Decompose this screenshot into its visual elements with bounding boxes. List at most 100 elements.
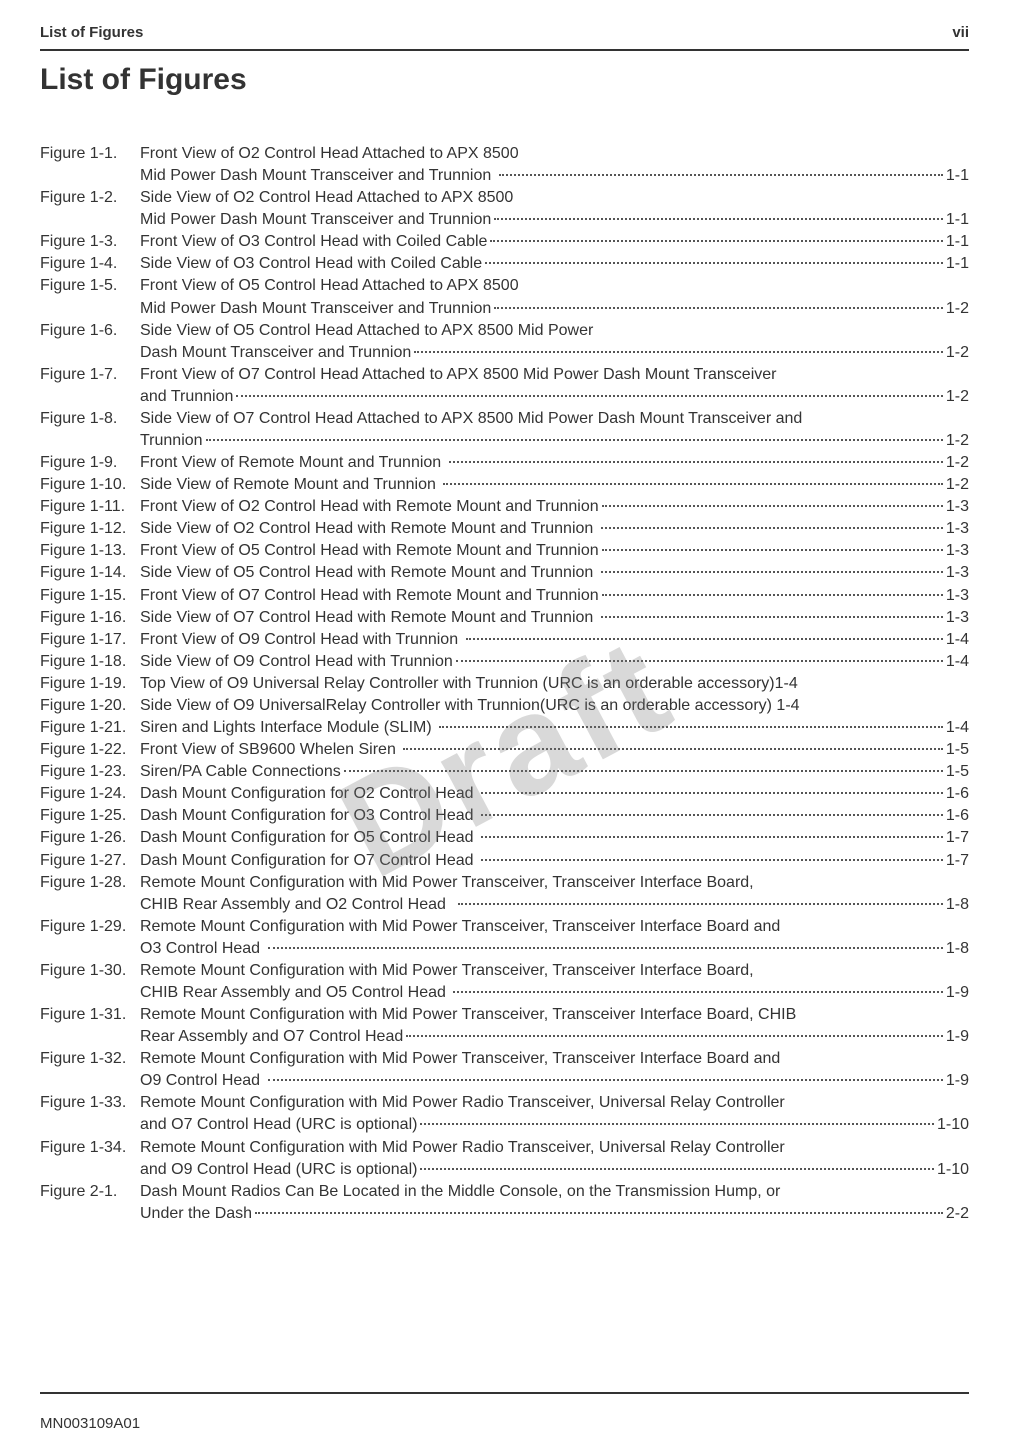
- list-item: Figure 1-17.Front View of O9 Control Hea…: [40, 629, 969, 651]
- page-number: 1-10: [937, 1114, 969, 1136]
- figure-body: Siren and Lights Interface Module (SLIM)…: [140, 717, 969, 739]
- header-left: List of Figures: [40, 24, 143, 41]
- figure-body: Side View of O7 Control Head Attached to…: [140, 408, 969, 452]
- figure-text: Side View of O7 Control Head Attached to…: [140, 408, 802, 430]
- page-number: 1-1: [946, 253, 969, 275]
- figure-text: and O9 Control Head (URC is optional): [140, 1159, 417, 1181]
- figure-line: Side View of O2 Control Head with Remote…: [140, 518, 969, 540]
- figure-line: and O9 Control Head (URC is optional) 1-1…: [140, 1159, 969, 1181]
- figure-body: Front View of O5 Control Head Attached t…: [140, 275, 969, 319]
- page-number: 1-4: [946, 651, 969, 673]
- leader-dots: [206, 439, 943, 441]
- page-number: 1-7: [946, 827, 969, 849]
- figure-body: Dash Mount Configuration for O3 Control …: [140, 805, 969, 827]
- page-number: 1-4: [775, 673, 798, 695]
- figure-text: Remote Mount Configuration with Mid Powe…: [140, 916, 780, 938]
- figure-label: Figure 1-27.: [40, 850, 140, 872]
- page-header: List of Figures vii: [40, 24, 969, 41]
- figure-label: Figure 1-11.: [40, 496, 140, 518]
- figure-body: Dash Mount Radios Can Be Located in the …: [140, 1181, 969, 1225]
- figure-label: Figure 1-17.: [40, 629, 140, 651]
- figure-text: Side View of Remote Mount and Trunnion: [140, 474, 440, 496]
- figure-line: Side View of O2 Control Head Attached to…: [140, 187, 969, 209]
- figure-line: and Trunnion1-2: [140, 386, 969, 408]
- figure-label: Figure 1-26.: [40, 827, 140, 849]
- figure-text: Side View of O9 UniversalRelay Controlle…: [140, 695, 776, 717]
- figure-list: Figure 1-1.Front View of O2 Control Head…: [40, 143, 969, 1225]
- figure-body: Top View of O9 Universal Relay Controlle…: [140, 673, 969, 695]
- figure-line: Mid Power Dash Mount Transceiver and Tru…: [140, 209, 969, 231]
- figure-line: Front View of Remote Mount and Trunnion …: [140, 452, 969, 474]
- figure-line: Side View of O7 Control Head with Remote…: [140, 607, 969, 629]
- leader-dots: [439, 726, 943, 728]
- figure-line: Mid Power Dash Mount Transceiver and Tru…: [140, 298, 969, 320]
- figure-line: Dash Mount Transceiver and Trunnion1-2: [140, 342, 969, 364]
- figure-line: Remote Mount Configuration with Mid Powe…: [140, 1137, 969, 1159]
- figure-body: Side View of O7 Control Head with Remote…: [140, 607, 969, 629]
- figure-text: Mid Power Dash Mount Transceiver and Tru…: [140, 209, 491, 231]
- figure-label: Figure 1-14.: [40, 562, 140, 584]
- figure-label: Figure 1-12.: [40, 518, 140, 540]
- list-item: Figure 1-2.Side View of O2 Control Head …: [40, 187, 969, 231]
- page-title: List of Figures: [40, 63, 969, 97]
- figure-line: Front View of O2 Control Head Attached t…: [140, 143, 969, 165]
- list-item: Figure 1-6.Side View of O5 Control Head …: [40, 320, 969, 364]
- figure-text: Siren and Lights Interface Module (SLIM): [140, 717, 436, 739]
- figure-text: Side View of O2 Control Head with Remote…: [140, 518, 598, 540]
- figure-text: Siren/PA Cable Connections: [140, 761, 341, 783]
- page-number: 1-4: [946, 717, 969, 739]
- figure-text: Front View of SB9600 Whelen Siren: [140, 739, 400, 761]
- page-number: 1-8: [946, 894, 969, 916]
- figure-body: Side View of O5 Control Head Attached to…: [140, 320, 969, 364]
- figure-line: Side View of Remote Mount and Trunnion 1…: [140, 474, 969, 496]
- leader-dots: [236, 395, 942, 397]
- figure-text: Remote Mount Configuration with Mid Powe…: [140, 1004, 796, 1026]
- figure-line: Front View of O5 Control Head with Remot…: [140, 540, 969, 562]
- figure-line: Trunnion1-2: [140, 430, 969, 452]
- figure-line: Side View of O9 Control Head with Trunni…: [140, 651, 969, 673]
- list-item: Figure 1-32.Remote Mount Configuration w…: [40, 1048, 969, 1092]
- figure-line: Front View of O3 Control Head with Coile…: [140, 231, 969, 253]
- page-number: 1-10: [937, 1159, 969, 1181]
- list-item: Figure 1-4.Side View of O3 Control Head …: [40, 253, 969, 275]
- figure-text: Mid Power Dash Mount Transceiver and Tru…: [140, 165, 496, 187]
- figure-line: Front View of SB9600 Whelen Siren 1-5: [140, 739, 969, 761]
- figure-line: Dash Mount Configuration for O3 Control …: [140, 805, 969, 827]
- page-number: 1-5: [946, 739, 969, 761]
- figure-line: Remote Mount Configuration with Mid Powe…: [140, 1092, 969, 1114]
- figure-text: Rear Assembly and O7 Control Head: [140, 1026, 403, 1048]
- list-item: Figure 1-29.Remote Mount Configuration w…: [40, 916, 969, 960]
- figure-line: Remote Mount Configuration with Mid Powe…: [140, 1004, 969, 1026]
- figure-line: Dash Mount Configuration for O7 Control …: [140, 850, 969, 872]
- leader-dots: [466, 638, 943, 640]
- figure-body: Side View of O2 Control Head Attached to…: [140, 187, 969, 231]
- figure-body: Front View of Remote Mount and Trunnion …: [140, 452, 969, 474]
- figure-label: Figure 1-28.: [40, 872, 140, 894]
- figure-text: Side View of O5 Control Head Attached to…: [140, 320, 593, 342]
- leader-dots: [255, 1212, 943, 1214]
- leader-dots: [490, 240, 942, 242]
- figure-body: Side View of O2 Control Head with Remote…: [140, 518, 969, 540]
- figure-text: Top View of O9 Universal Relay Controlle…: [140, 673, 775, 695]
- figure-body: Front View of SB9600 Whelen Siren 1-5: [140, 739, 969, 761]
- figure-line: Side View of O9 UniversalRelay Controlle…: [140, 695, 969, 717]
- figure-text: Dash Mount Radios Can Be Located in the …: [140, 1181, 780, 1203]
- list-item: Figure 1-19.Top View of O9 Universal Rel…: [40, 673, 969, 695]
- list-item: Figure 1-25.Dash Mount Configuration for…: [40, 805, 969, 827]
- figure-text: O3 Control Head: [140, 938, 265, 960]
- list-item: Figure 1-33.Remote Mount Configuration w…: [40, 1092, 969, 1136]
- header-rule: [40, 49, 969, 51]
- leader-dots: [414, 351, 943, 353]
- list-item: Figure 1-18.Side View of O9 Control Head…: [40, 651, 969, 673]
- figure-text: Front View of Remote Mount and Trunnion: [140, 452, 446, 474]
- figure-body: Front View of O7 Control Head Attached t…: [140, 364, 969, 408]
- figure-label: Figure 1-13.: [40, 540, 140, 562]
- figure-line: Rear Assembly and O7 Control Head1-9: [140, 1026, 969, 1048]
- figure-body: Remote Mount Configuration with Mid Powe…: [140, 1137, 969, 1181]
- list-item: Figure 1-1.Front View of O2 Control Head…: [40, 143, 969, 187]
- leader-dots: [602, 505, 943, 507]
- list-item: Figure 1-16.Side View of O7 Control Head…: [40, 607, 969, 629]
- page-number: 1-7: [946, 850, 969, 872]
- figure-line: Under the Dash2-2: [140, 1203, 969, 1225]
- figure-label: Figure 1-21.: [40, 717, 140, 739]
